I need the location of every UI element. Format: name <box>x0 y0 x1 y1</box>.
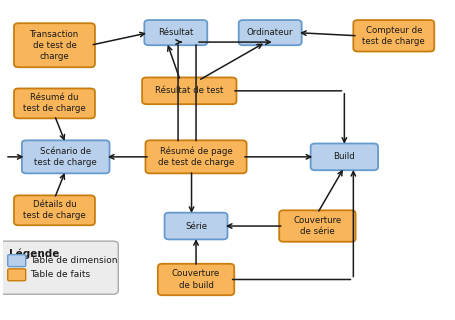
FancyBboxPatch shape <box>158 264 234 295</box>
Text: Transaction
de test de
charge: Transaction de test de charge <box>30 30 79 61</box>
FancyBboxPatch shape <box>354 20 434 52</box>
Text: Légende: Légende <box>9 248 59 259</box>
FancyBboxPatch shape <box>239 20 302 45</box>
Text: Détails du
test de charge: Détails du test de charge <box>23 200 86 220</box>
FancyBboxPatch shape <box>14 196 95 225</box>
Text: Table de faits: Table de faits <box>30 270 90 279</box>
Text: Scénario de
test de charge: Scénario de test de charge <box>34 147 97 167</box>
Text: Résultat de test: Résultat de test <box>155 86 223 95</box>
FancyBboxPatch shape <box>14 23 95 67</box>
Text: Résumé du
test de charge: Résumé du test de charge <box>23 93 86 114</box>
Text: Résumé de page
de test de charge: Résumé de page de test de charge <box>158 147 234 167</box>
FancyBboxPatch shape <box>165 213 228 239</box>
Text: Couverture
de build: Couverture de build <box>172 269 220 290</box>
FancyBboxPatch shape <box>144 20 207 45</box>
FancyBboxPatch shape <box>142 77 237 104</box>
FancyBboxPatch shape <box>14 88 95 118</box>
Text: Résultat: Résultat <box>158 28 193 37</box>
FancyBboxPatch shape <box>146 140 247 173</box>
FancyBboxPatch shape <box>0 241 118 294</box>
FancyBboxPatch shape <box>8 255 25 267</box>
FancyBboxPatch shape <box>8 269 25 281</box>
Text: Ordinateur: Ordinateur <box>247 28 293 37</box>
Text: Build: Build <box>334 152 355 161</box>
Text: Table de dimension: Table de dimension <box>30 256 117 265</box>
Text: Couverture
de série: Couverture de série <box>293 216 342 236</box>
FancyBboxPatch shape <box>279 210 356 242</box>
Text: Série: Série <box>185 221 207 230</box>
FancyBboxPatch shape <box>311 143 378 170</box>
Text: Compteur de
test de charge: Compteur de test de charge <box>363 26 425 46</box>
FancyBboxPatch shape <box>22 140 110 173</box>
